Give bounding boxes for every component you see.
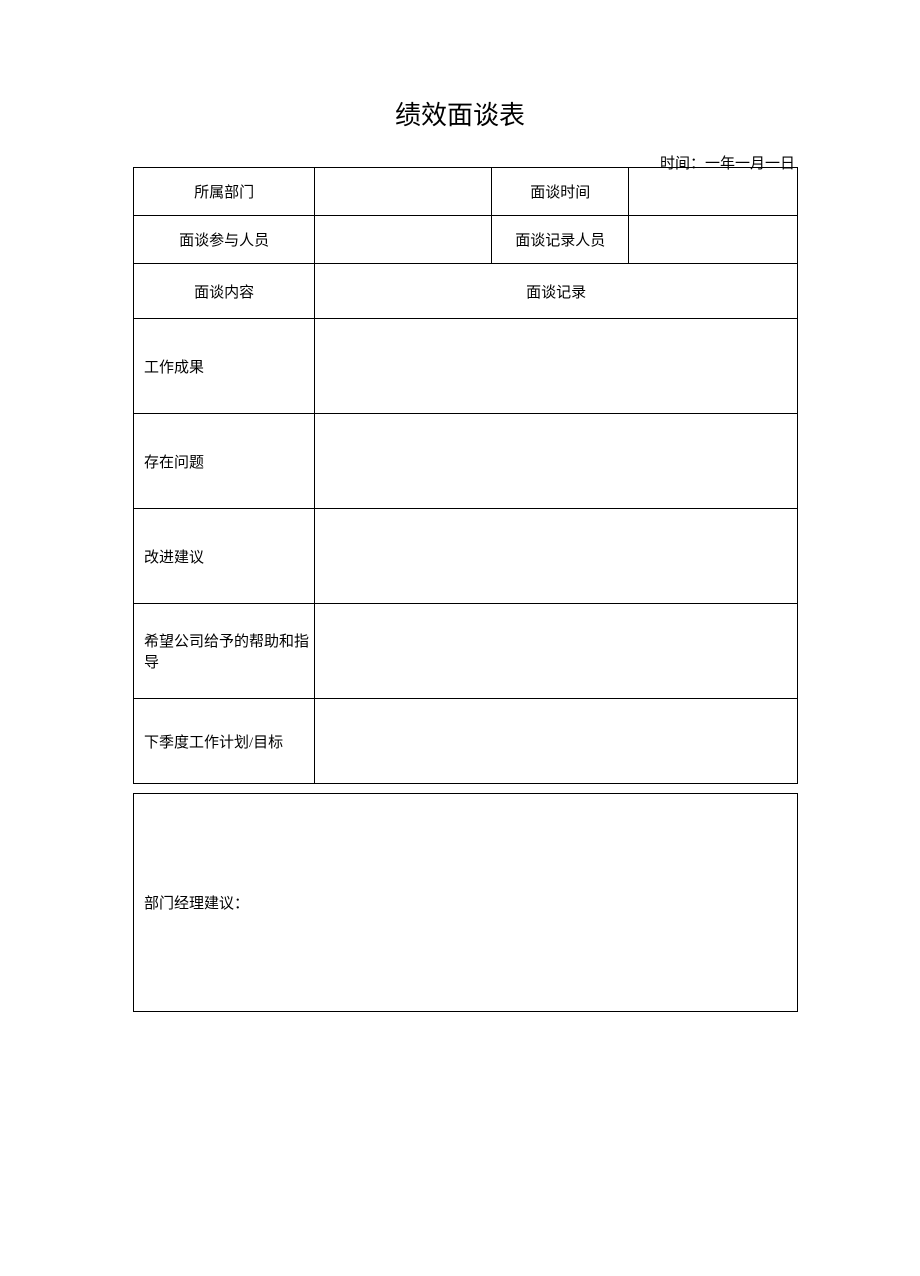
- participants-label: 面谈参与人员: [134, 216, 315, 264]
- recorder-value[interactable]: [629, 216, 798, 264]
- problems-value[interactable]: [315, 414, 798, 509]
- problems-label: 存在问题: [134, 414, 315, 509]
- manager-suggestion-row: 部门经理建议：: [134, 794, 798, 1012]
- help-needed-value[interactable]: [315, 604, 798, 699]
- record-header: 面谈记录: [315, 264, 798, 319]
- section-header-row: 面谈内容 面谈记录: [134, 264, 798, 319]
- department-value[interactable]: [315, 168, 492, 216]
- performance-interview-form: 所属部门 面谈时间 面谈参与人员 面谈记录人员 面谈内容 面谈记录 工作成果 存…: [133, 167, 798, 1012]
- participants-value[interactable]: [315, 216, 492, 264]
- content-header: 面谈内容: [134, 264, 315, 319]
- suggestions-row: 改进建议: [134, 509, 798, 604]
- recorder-label: 面谈记录人员: [492, 216, 629, 264]
- help-needed-label: 希望公司给予的帮助和指导: [134, 604, 315, 699]
- header-row-2: 面谈参与人员 面谈记录人员: [134, 216, 798, 264]
- department-label: 所属部门: [134, 168, 315, 216]
- next-quarter-label: 下季度工作计划/目标: [134, 699, 315, 784]
- next-quarter-row: 下季度工作计划/目标: [134, 699, 798, 784]
- interview-time-label: 面谈时间: [492, 168, 629, 216]
- manager-suggestion-label: 部门经理建议：: [144, 896, 249, 912]
- interview-time-value[interactable]: [629, 168, 798, 216]
- work-results-value[interactable]: [315, 319, 798, 414]
- problems-row: 存在问题: [134, 414, 798, 509]
- gap-row: [134, 784, 798, 794]
- header-row-1: 所属部门 面谈时间: [134, 168, 798, 216]
- help-needed-row: 希望公司给予的帮助和指导: [134, 604, 798, 699]
- page-title: 绩效面谈表: [0, 0, 920, 167]
- suggestions-label: 改进建议: [134, 509, 315, 604]
- work-results-label: 工作成果: [134, 319, 315, 414]
- time-label: 时间：一年一月一日: [660, 152, 795, 173]
- next-quarter-value[interactable]: [315, 699, 798, 784]
- suggestions-value[interactable]: [315, 509, 798, 604]
- manager-suggestion-cell[interactable]: 部门经理建议：: [134, 794, 798, 1012]
- work-results-row: 工作成果: [134, 319, 798, 414]
